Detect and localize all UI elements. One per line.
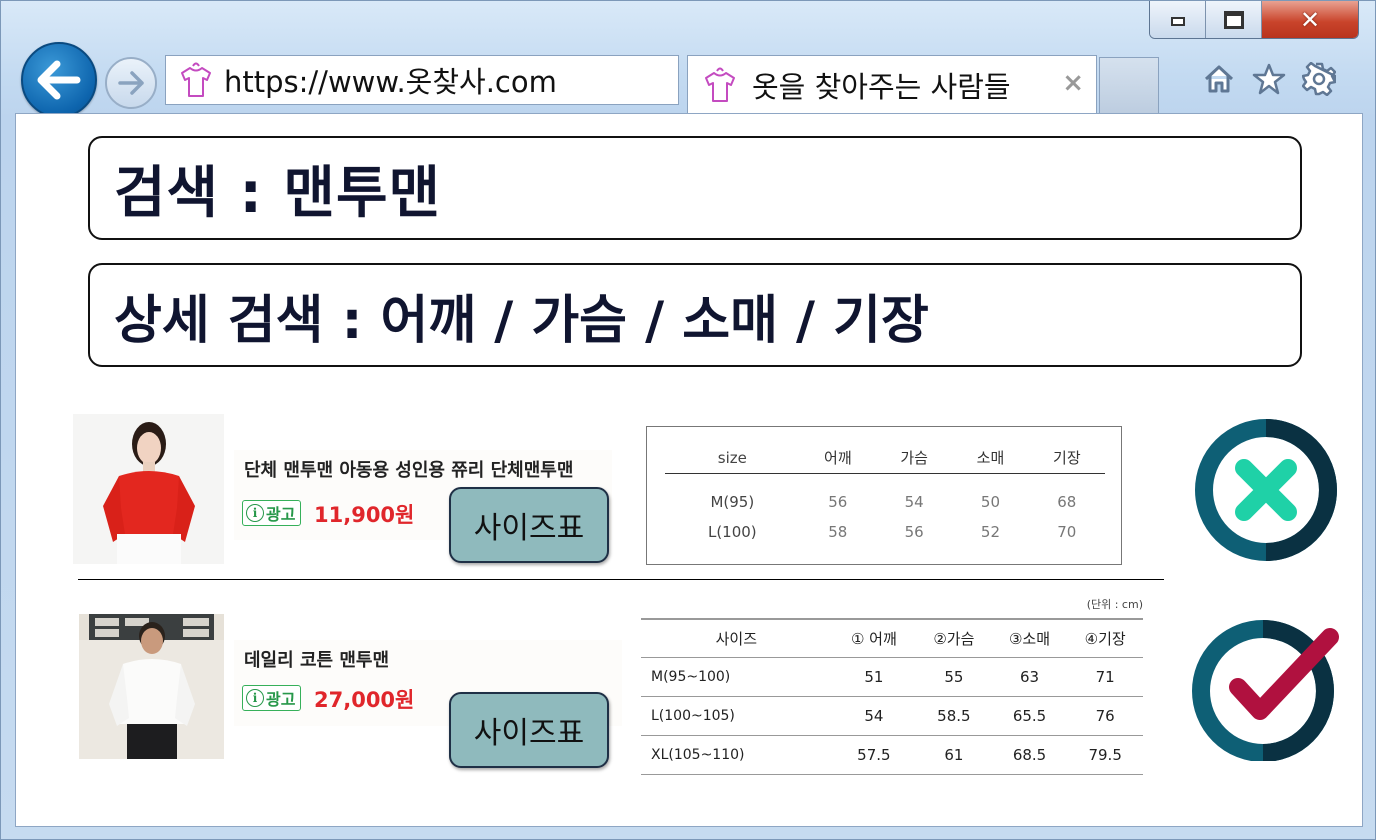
search-query: 검색 : 맨투맨 [114,160,441,226]
product-photo-illustration [73,414,224,564]
table-cell: M(95) [710,493,755,512]
size-header: ②가슴 [916,619,992,658]
product-photo-illustration [79,614,224,759]
table-row: XL(105~110) 57.5 61 68.5 79.5 [641,735,1143,775]
size-header: ④기장 [1067,619,1143,658]
table-cell: 70 [1057,523,1077,541]
search-field[interactable]: 검색 : 맨투맨 [88,136,1302,240]
size-table: (단위 : cm) 사이즈 ① 어깨 ②가슴 ③소매 ④기장 M(95~100)… [641,596,1143,776]
size-table-grid: 사이즈 ① 어깨 ②가슴 ③소매 ④기장 M(95~100) 51 55 63 … [641,618,1143,775]
size-chart-button[interactable]: 사이즈표 [449,487,609,563]
address-bar[interactable]: https://www.옷찾사.com [165,55,679,105]
tab-title: 옷을 찾아주는 사람들 [752,69,1011,104]
table-row: M(95) 56 54 50 68 [665,473,1105,517]
size-header: 어깨 [799,443,876,474]
info-icon: i [246,504,264,522]
product-image-red-sweatshirt[interactable] [73,414,224,564]
size-table: size 어깨 가슴 소매 기장 M(95) 56 54 50 68 L(100… [646,426,1122,565]
arrow-left-icon [37,60,81,100]
shirt-icon [705,67,735,102]
x-icon [1195,419,1337,561]
close-window-button[interactable]: ✕ [1262,1,1358,38]
size-header: 가슴 [875,443,953,474]
detail-search-query: 상세 검색 : 어깨 / 가슴 / 소매 / 기장 [114,290,929,351]
table-cell: 65.5 [991,696,1068,736]
table-cell: 76 [1067,696,1143,736]
table-row: L(100~105) 54 58.5 65.5 76 [641,696,1143,736]
size-header: 소매 [952,443,1029,474]
minimize-icon [1170,12,1186,28]
detail-search-field[interactable]: 상세 검색 : 어깨 / 가슴 / 소매 / 기장 [88,263,1302,367]
info-icon: i [246,689,264,707]
arrow-right-icon [118,71,144,95]
ad-label: 광고 [266,690,296,709]
table-cell: 79.5 [1067,735,1143,775]
table-cell: 51 [831,657,917,697]
product-name[interactable]: 단체 맨투맨 아동용 성인용 쮸리 단체맨투맨 [244,460,574,481]
ad-label: 광고 [266,505,296,524]
size-header: size [665,443,800,474]
star-icon [1252,63,1286,95]
table-row: M(95~100) 51 55 63 71 [641,657,1143,697]
size-header: 사이즈 [641,619,832,658]
table-cell: 57.5 [831,735,917,775]
size-header: 기장 [1028,443,1105,474]
table-cell: 54 [904,493,924,512]
unit-label: (단위 : cm) [1086,598,1143,611]
window-controls: ✕ [1149,1,1359,39]
product-price: 11,900원 [314,503,415,527]
back-button[interactable] [21,42,97,118]
home-icon [1204,65,1234,93]
table-cell: M(95~100) [641,657,832,697]
new-tab-button[interactable] [1099,57,1159,113]
table-cell: 56 [828,493,848,512]
table-row: L(100) 58 56 52 70 [665,517,1105,547]
table-cell: 56 [904,523,924,541]
table-cell: L(100) [707,523,757,541]
browser-tab[interactable]: 옷을 찾아주는 사람들 × [687,55,1097,113]
divider [78,579,1164,580]
minimize-button[interactable] [1150,1,1206,38]
maximize-icon [1223,11,1244,29]
size-chart-button[interactable]: 사이즈표 [449,692,609,768]
check-icon [1192,620,1339,761]
address-url[interactable]: https://www.옷찾사.com [224,65,557,99]
favorites-button[interactable] [1251,61,1287,97]
close-icon: ✕ [1299,6,1321,34]
tab-close-icon[interactable]: × [1062,68,1084,98]
table-cell: 58 [828,523,848,541]
table-cell: 68 [1057,493,1077,512]
table-cell: XL(105~110) [641,735,832,775]
toolbar-icons [1201,61,1337,97]
table-cell: 55 [916,657,992,697]
home-button[interactable] [1201,61,1237,97]
ad-badge: i 광고 [242,685,302,711]
table-cell: 68.5 [991,735,1068,775]
table-cell: L(100~105) [641,696,832,736]
product-price: 27,000원 [314,688,415,712]
settings-button[interactable] [1301,61,1337,97]
shirt-icon [181,62,211,97]
table-cell: 54 [831,696,917,736]
table-cell: 50 [980,493,1001,512]
size-header: ① 어깨 [831,619,917,658]
product-name[interactable]: 데일리 코튼 맨투맨 [244,650,390,671]
product-image-white-sweatshirt[interactable] [79,614,224,759]
gear-icon [1302,62,1336,96]
forward-button[interactable] [105,57,157,109]
ad-badge: i 광고 [242,500,302,526]
table-cell: 58.5 [916,696,992,736]
size-table-grid: size 어깨 가슴 소매 기장 M(95) 56 54 50 68 L(100… [665,443,1105,547]
maximize-button[interactable] [1206,1,1262,38]
size-header: ③소매 [991,619,1068,658]
table-cell: 71 [1067,657,1143,697]
table-cell: 52 [980,523,1001,541]
table-cell: 61 [916,735,992,775]
table-cell: 63 [991,657,1068,697]
